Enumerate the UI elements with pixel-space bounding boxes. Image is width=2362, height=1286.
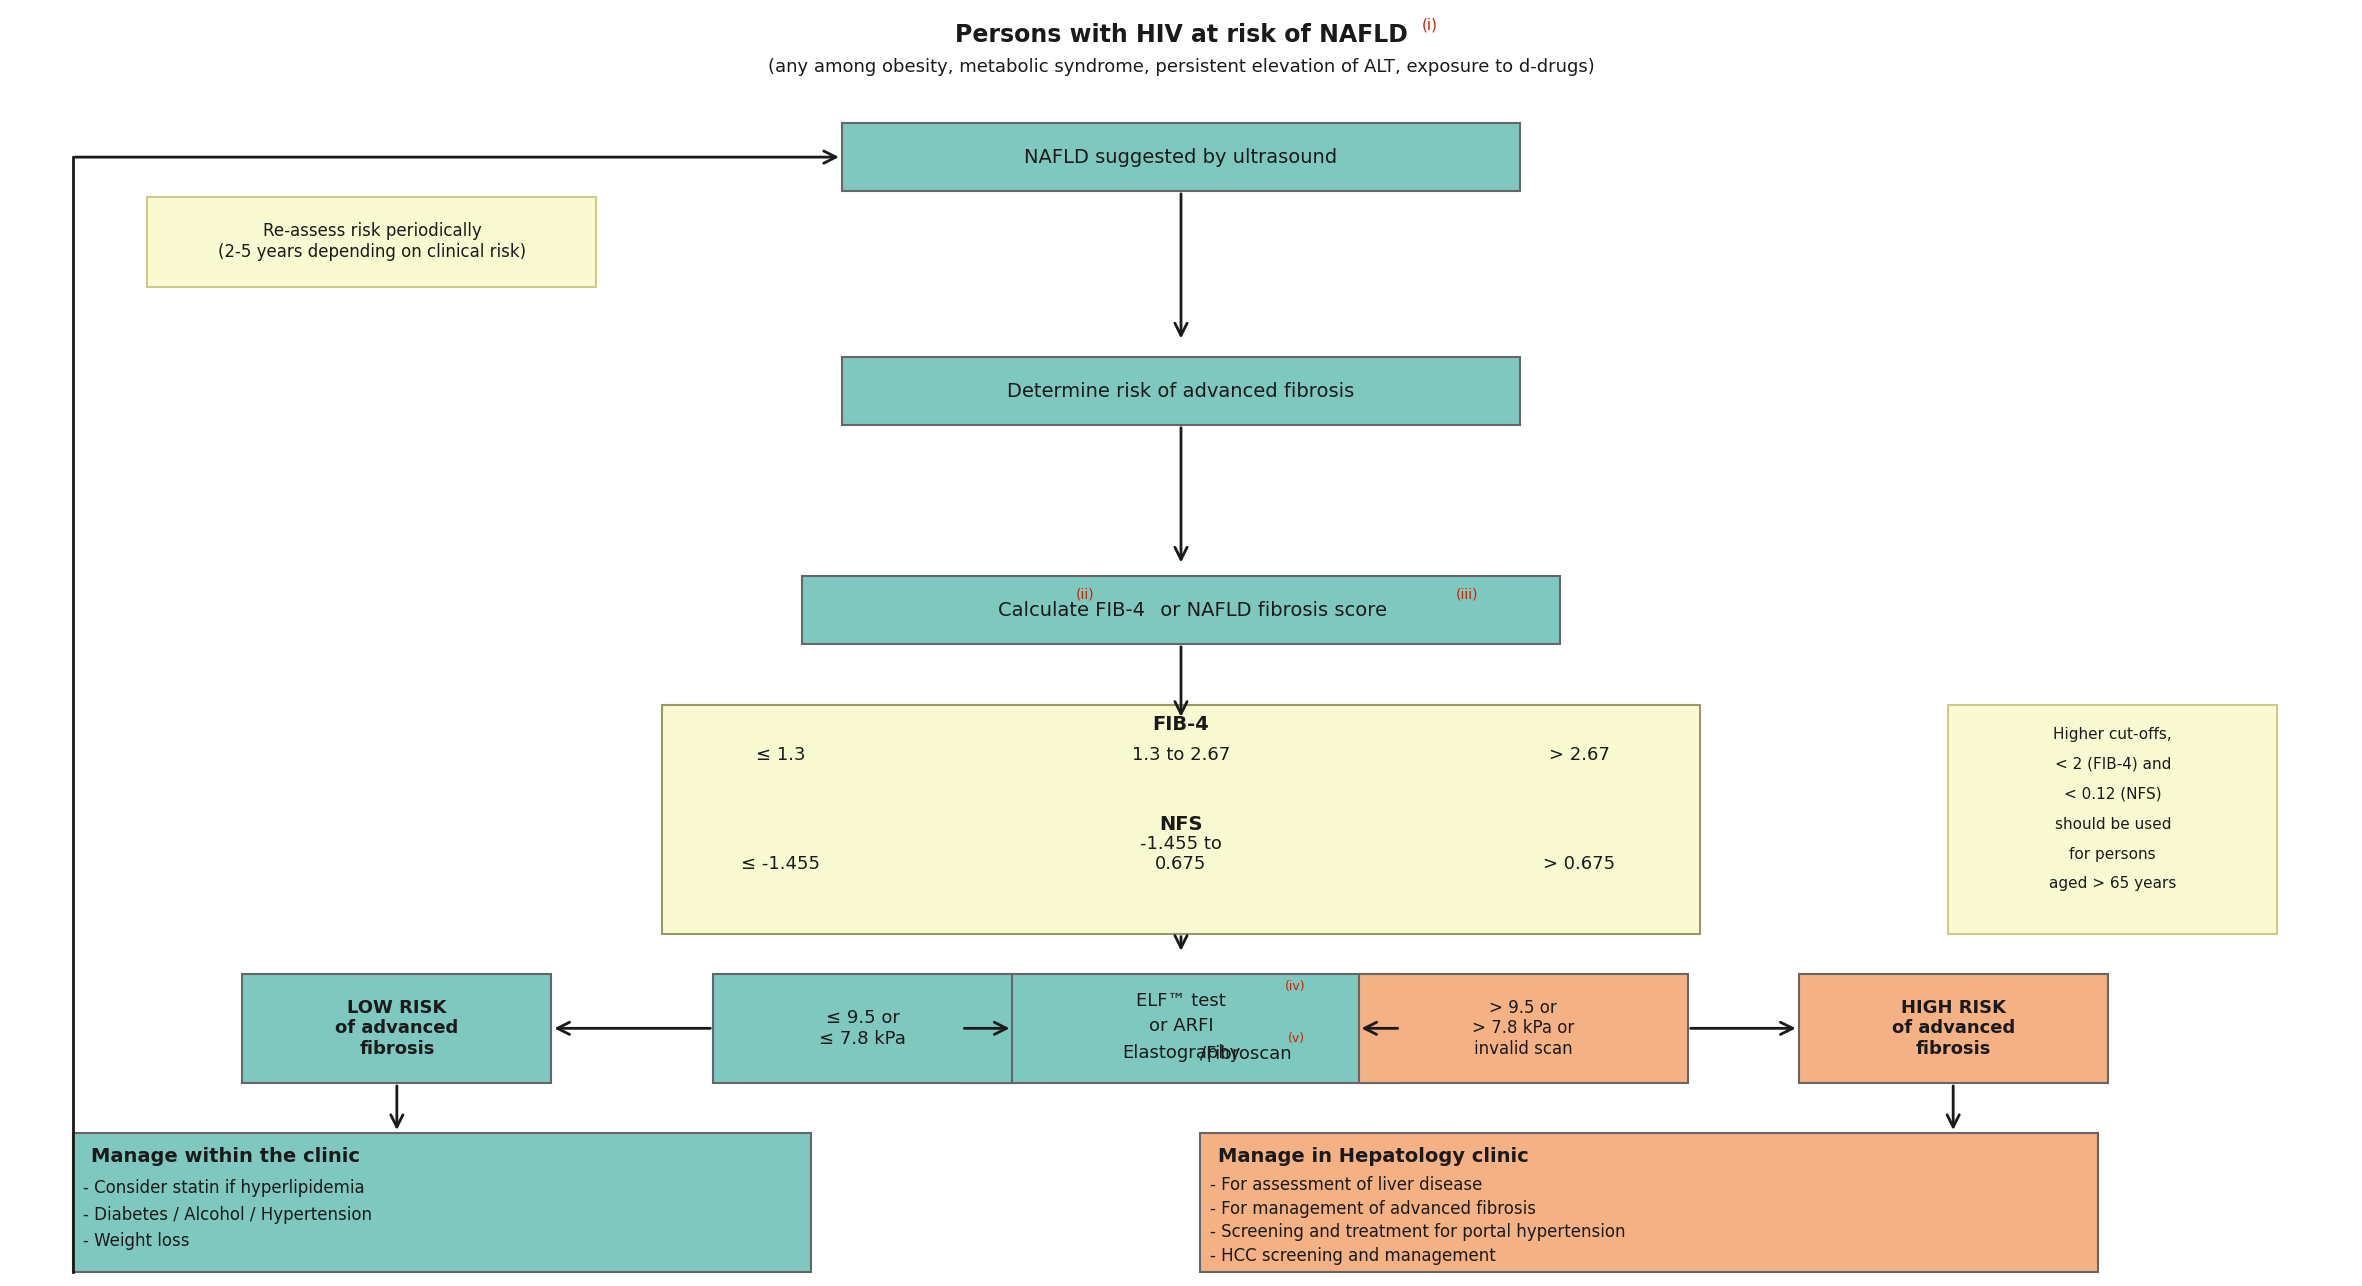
- FancyBboxPatch shape: [1797, 974, 2107, 1083]
- Text: HIGH RISK
of advanced
fibrosis: HIGH RISK of advanced fibrosis: [1892, 998, 2015, 1058]
- FancyBboxPatch shape: [841, 358, 1521, 424]
- Text: or NAFLD fibrosis score: or NAFLD fibrosis score: [1155, 601, 1386, 620]
- FancyBboxPatch shape: [801, 576, 1561, 644]
- Text: Elastography: Elastography: [1122, 1044, 1240, 1062]
- Text: - Screening and treatment for portal hypertension: - Screening and treatment for portal hyp…: [1209, 1223, 1625, 1241]
- Text: < 0.12 (NFS): < 0.12 (NFS): [2064, 787, 2161, 802]
- Text: ≤ -1.455: ≤ -1.455: [742, 855, 820, 873]
- FancyBboxPatch shape: [1200, 1133, 2097, 1272]
- Text: (iv): (iv): [1285, 980, 1306, 993]
- Text: Determine risk of advanced fibrosis: Determine risk of advanced fibrosis: [1006, 382, 1356, 401]
- Text: FIB-4: FIB-4: [1153, 715, 1209, 734]
- Text: (i): (i): [1422, 17, 1438, 32]
- Text: NFS: NFS: [1160, 815, 1202, 833]
- Text: Re-assess risk periodically
(2-5 years depending on clinical risk): Re-assess risk periodically (2-5 years d…: [217, 222, 527, 261]
- Text: or ARFI: or ARFI: [1148, 1017, 1214, 1035]
- Text: (ii): (ii): [1077, 588, 1094, 602]
- Text: - Consider statin if hyperlipidemia: - Consider statin if hyperlipidemia: [83, 1179, 364, 1197]
- Text: - HCC screening and management: - HCC screening and management: [1209, 1247, 1495, 1265]
- Text: < 2 (FIB-4) and: < 2 (FIB-4) and: [2055, 757, 2171, 772]
- FancyBboxPatch shape: [961, 974, 1401, 1083]
- FancyBboxPatch shape: [841, 123, 1521, 190]
- Text: > 2.67: > 2.67: [1549, 746, 1609, 764]
- Text: - For assessment of liver disease: - For assessment of liver disease: [1209, 1175, 1483, 1193]
- Text: Higher cut-offs,: Higher cut-offs,: [2053, 727, 2173, 742]
- Text: ≤ 1.3: ≤ 1.3: [756, 746, 805, 764]
- FancyBboxPatch shape: [243, 974, 550, 1083]
- Text: Calculate FIB-4: Calculate FIB-4: [997, 601, 1146, 620]
- FancyBboxPatch shape: [661, 705, 1701, 934]
- Text: (v): (v): [1287, 1031, 1306, 1044]
- Text: LOW RISK
of advanced
fibrosis: LOW RISK of advanced fibrosis: [335, 998, 458, 1058]
- Text: -1.455 to
0.675: -1.455 to 0.675: [1141, 835, 1221, 873]
- Text: Persons with HIV at risk of NAFLD: Persons with HIV at risk of NAFLD: [954, 23, 1408, 46]
- FancyBboxPatch shape: [146, 197, 595, 287]
- Text: - Diabetes / Alcohol / Hypertension: - Diabetes / Alcohol / Hypertension: [83, 1205, 371, 1223]
- FancyBboxPatch shape: [73, 1133, 810, 1272]
- Text: ELF™ test: ELF™ test: [1136, 993, 1226, 1011]
- Text: - Weight loss: - Weight loss: [83, 1232, 189, 1250]
- Text: Manage within the clinic: Manage within the clinic: [90, 1147, 359, 1166]
- FancyBboxPatch shape: [1949, 705, 2277, 934]
- Text: > 0.675: > 0.675: [1542, 855, 1616, 873]
- Text: - For management of advanced fibrosis: - For management of advanced fibrosis: [1209, 1200, 1535, 1218]
- Text: Manage in Hepatology clinic: Manage in Hepatology clinic: [1219, 1147, 1528, 1166]
- Text: aged > 65 years: aged > 65 years: [2050, 877, 2175, 891]
- Text: 1.3 to 2.67: 1.3 to 2.67: [1131, 746, 1231, 764]
- Text: ≤ 9.5 or
≤ 7.8 kPa: ≤ 9.5 or ≤ 7.8 kPa: [820, 1010, 907, 1048]
- Text: for persons: for persons: [2069, 846, 2157, 862]
- Text: should be used: should be used: [2055, 817, 2171, 832]
- Text: /Fibroscan: /Fibroscan: [1200, 1044, 1292, 1062]
- Text: (any among obesity, metabolic syndrome, persistent elevation of ALT, exposure to: (any among obesity, metabolic syndrome, …: [768, 58, 1594, 76]
- FancyBboxPatch shape: [713, 974, 1013, 1083]
- Text: > 9.5 or
> 7.8 kPa or
invalid scan: > 9.5 or > 7.8 kPa or invalid scan: [1472, 998, 1575, 1058]
- Text: (iii): (iii): [1455, 588, 1479, 602]
- Text: NAFLD suggested by ultrasound: NAFLD suggested by ultrasound: [1025, 148, 1337, 167]
- FancyBboxPatch shape: [1358, 974, 1689, 1083]
